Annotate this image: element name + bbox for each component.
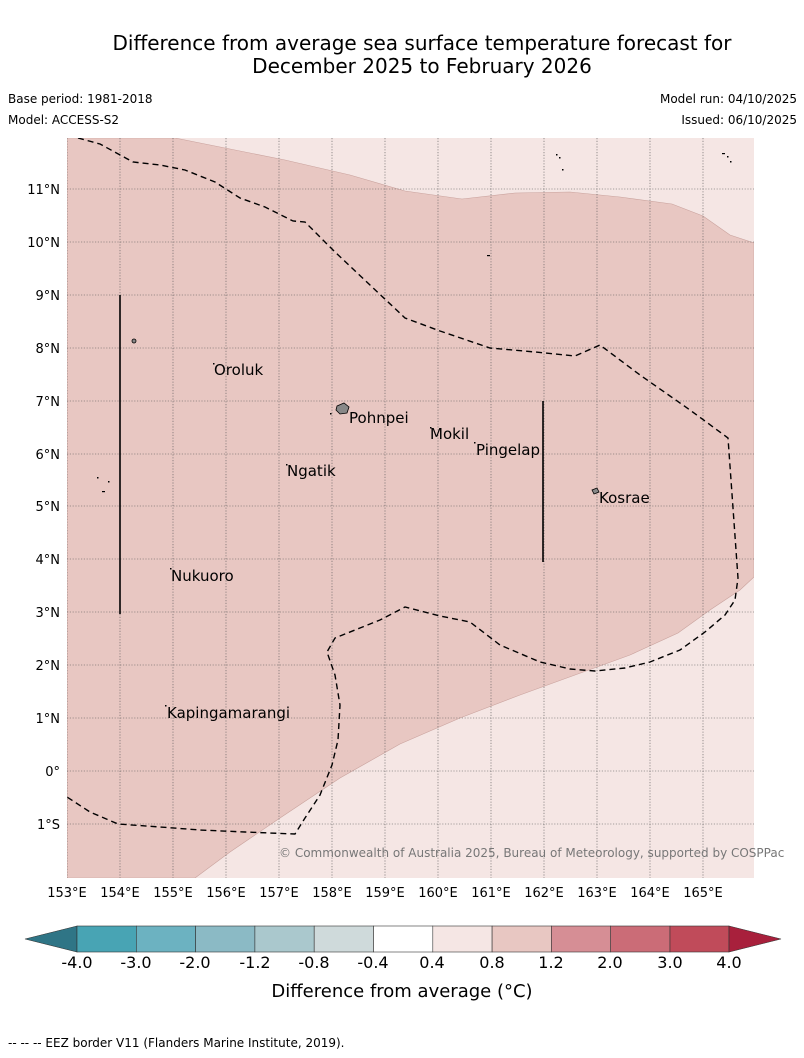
place-ngatik: Ngatik — [287, 462, 336, 480]
lon-label: 163°E — [577, 886, 617, 901]
colorbar-ticks: -4.0 -3.0 -2.0 -1.2 -0.8 -0.4 0.4 0.8 1.… — [61, 953, 741, 972]
place-pingelap: Pingelap — [476, 441, 540, 459]
colorbar-tick: -2.0 — [179, 953, 210, 972]
small-atoll-west — [131, 338, 137, 344]
colorbar-segment — [491, 925, 552, 953]
colorbar-segment — [254, 925, 315, 953]
lon-label: 153°E — [47, 886, 87, 901]
lon-label: 164°E — [630, 886, 670, 901]
eez-footnote: -- -- -- EEZ border V11 (Flanders Marine… — [8, 1036, 345, 1050]
lon-label: 165°E — [683, 886, 723, 901]
colorbar-tick: -4.0 — [61, 953, 92, 972]
copyright-notice: © Commonwealth of Australia 2025, Bureau… — [279, 846, 784, 860]
graticule — [67, 138, 754, 878]
lon-label: 159°E — [365, 886, 405, 901]
map-title: Difference from average sea surface temp… — [40, 32, 804, 78]
lat-label: 4°N — [36, 553, 61, 568]
lon-label: 161°E — [471, 886, 511, 901]
place-oroluk: Oroluk — [214, 361, 263, 379]
kosrae-island — [591, 487, 600, 495]
model-name: Model: ACCESS-S2 — [8, 113, 120, 127]
colorbar-segment — [610, 925, 671, 953]
place-pohnpei: Pohnpei — [349, 409, 409, 427]
lat-label: 8°N — [36, 342, 61, 357]
lon-label: 160°E — [418, 886, 458, 901]
lon-label: 155°E — [153, 886, 193, 901]
colorbar-tick: 3.0 — [657, 953, 682, 972]
longitude-labels: 153°E 154°E 155°E 156°E 157°E 158°E 159°… — [47, 886, 723, 901]
sst-band-medium — [67, 138, 754, 878]
lat-label: 1°S — [37, 818, 60, 833]
colorbar-segment — [432, 925, 493, 953]
colorbar-segment — [76, 925, 137, 953]
pohnpei-island — [335, 402, 350, 415]
colorbar-tick: 1.2 — [538, 953, 563, 972]
latitude-labels: 11°N 10°N 9°N 8°N 7°N 6°N 5°N 4°N 3°N 2°… — [27, 183, 60, 833]
lat-label: 0° — [45, 765, 60, 780]
colorbar-tick: 2.0 — [597, 953, 622, 972]
colorbar-segment — [313, 925, 374, 953]
lat-label: 6°N — [36, 448, 61, 463]
colorbar-segment — [669, 925, 730, 953]
island-dots — [97, 153, 732, 707]
lat-label: 7°N — [36, 395, 61, 410]
lat-label: 11°N — [27, 183, 60, 198]
lon-label: 162°E — [524, 886, 564, 901]
lat-label: 9°N — [36, 289, 61, 304]
lat-label: 1°N — [36, 712, 61, 727]
colorbar-segment — [195, 925, 256, 953]
islands — [131, 338, 600, 495]
place-mokil: Mokil — [430, 425, 469, 443]
issued-date: Issued: 06/10/2025 — [681, 113, 797, 127]
colorbar-tick: -0.8 — [298, 953, 329, 972]
lon-label: 158°E — [312, 886, 352, 901]
lat-label: 10°N — [27, 236, 60, 251]
colorbar-title: Difference from average (°C) — [271, 981, 532, 1002]
model-run-date: Model run: 04/10/2025 — [659, 92, 797, 106]
colorbar-tick: -0.4 — [357, 953, 388, 972]
lat-label: 5°N — [36, 500, 61, 515]
title-line-2: December 2025 to February 2026 — [252, 54, 592, 78]
colorbar-extend-high — [728, 925, 782, 953]
colorbar-extend-low — [24, 925, 78, 953]
base-period: Base period: 1981-2018 — [8, 92, 153, 106]
lat-label: 3°N — [36, 606, 61, 621]
lat-label: 2°N — [36, 659, 61, 674]
colorbar-tick: 4.0 — [716, 953, 741, 972]
colorbar-tick: -1.2 — [239, 953, 270, 972]
map-area: Oroluk Pohnpei Mokil Pingelap Ngatik Kos… — [67, 138, 754, 878]
place-kosrae: Kosrae — [599, 489, 650, 507]
colorbar-segment — [136, 925, 196, 953]
colorbar-tick: 0.4 — [419, 953, 444, 972]
colorbar-segment — [373, 925, 434, 953]
colorbar-segment — [551, 925, 612, 953]
colorbar-tick: -3.0 — [120, 953, 151, 972]
lon-label: 154°E — [100, 886, 140, 901]
colorbar — [24, 925, 782, 953]
lon-label: 157°E — [259, 886, 299, 901]
lon-label: 156°E — [206, 886, 246, 901]
place-kapingamarangi: Kapingamarangi — [167, 704, 290, 722]
place-nukuoro: Nukuoro — [171, 567, 234, 585]
colorbar-tick: 0.8 — [479, 953, 504, 972]
title-line-1: Difference from average sea surface temp… — [112, 31, 732, 55]
